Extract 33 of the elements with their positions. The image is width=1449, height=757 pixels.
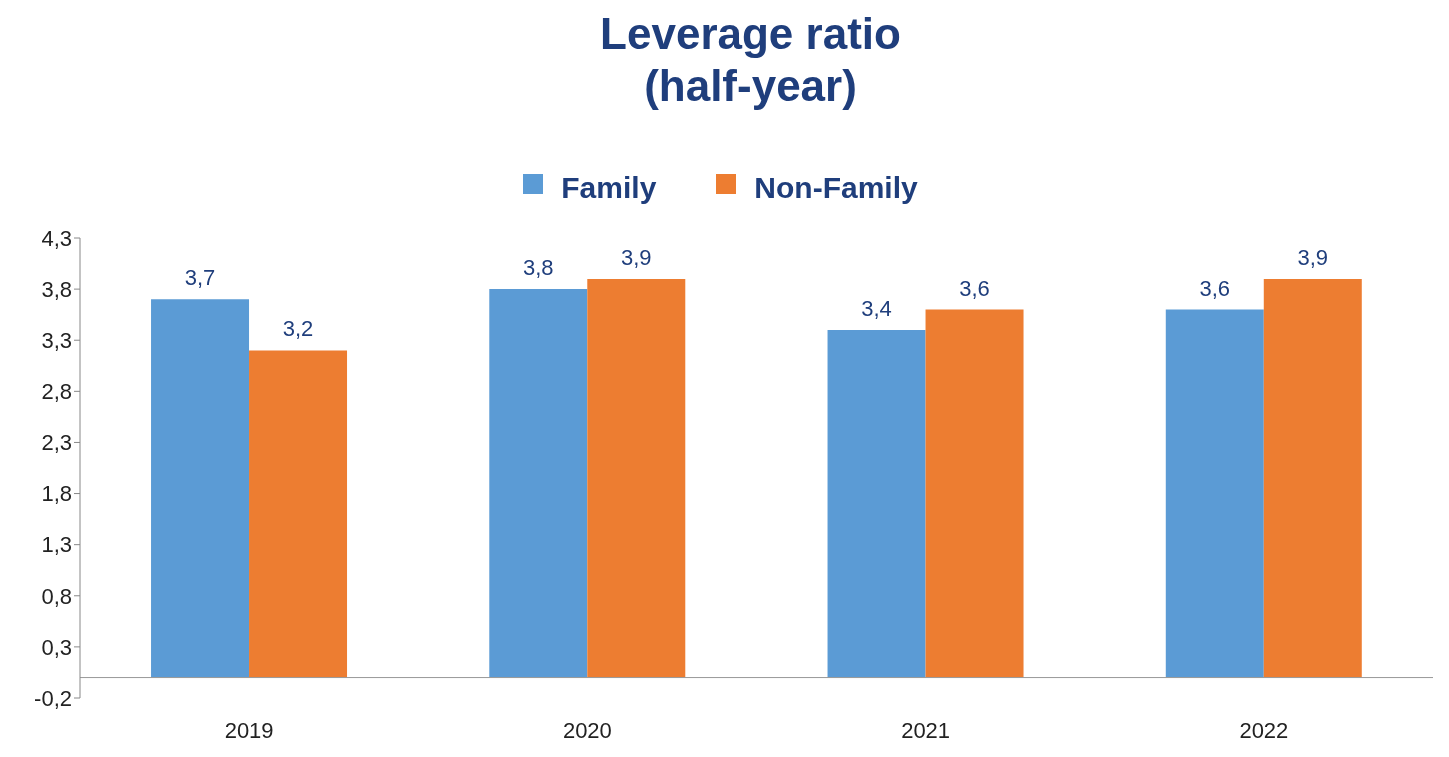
y-tick-label: 1,8 [41, 481, 72, 507]
y-tick-label: 2,3 [41, 430, 72, 456]
legend-label: Non-Family [754, 171, 918, 205]
data-label: 3,8 [522, 255, 554, 281]
x-tick-label: 2020 [562, 717, 612, 743]
chart-title: Leverage ratio (half-year) [599, 8, 902, 112]
bar [1263, 278, 1362, 678]
data-label: 3,9 [1297, 244, 1329, 270]
y-tick-label: 0,3 [41, 634, 72, 660]
y-tick-label: 3,3 [41, 328, 72, 354]
bar [587, 278, 686, 678]
data-label: 3,4 [861, 296, 892, 321]
data-label: 3,2 [282, 316, 314, 342]
bar [489, 289, 588, 678]
x-tick-label: 2019 [224, 717, 274, 743]
data-label: 3,7 [184, 265, 216, 291]
y-tick-label: 0,8 [41, 583, 72, 609]
y-tick-label: 2,8 [41, 379, 72, 405]
x-tick-label: 2021 [901, 717, 951, 743]
bar [1165, 309, 1264, 678]
bar [151, 299, 250, 678]
y-tick-label: 1,3 [41, 532, 72, 558]
x-tick-label: 2022 [1239, 717, 1289, 743]
y-tick-label: 3,8 [41, 276, 72, 302]
legend-label: Family [561, 171, 657, 205]
data-label: 3,6 [959, 275, 990, 301]
bar [925, 309, 1024, 678]
data-label: 3,9 [620, 244, 652, 270]
y-tick-label: -0,2 [34, 685, 72, 711]
bar [249, 350, 348, 678]
y-tick-label: 4,3 [41, 225, 72, 251]
bar [827, 330, 926, 678]
data-label: 3,6 [1199, 275, 1231, 301]
